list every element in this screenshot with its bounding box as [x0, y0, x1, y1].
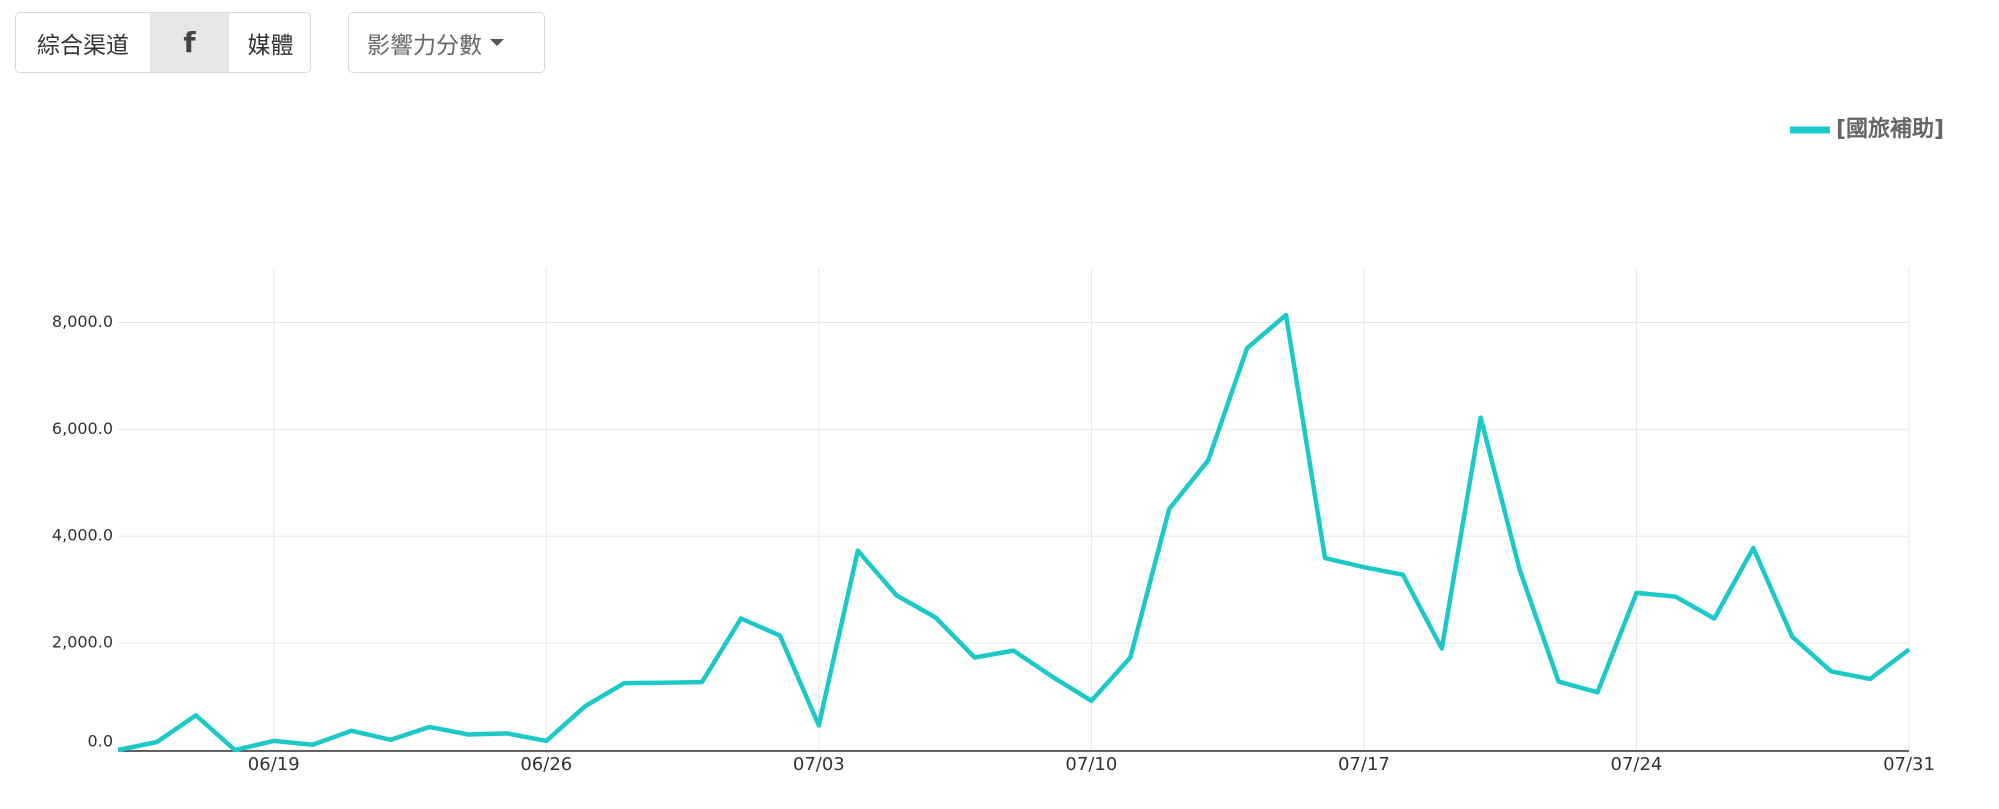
dropdown[interactable]: 影響力分數: [348, 12, 545, 73]
y-tick-label: 8,000.0: [52, 312, 113, 331]
x-tick-label: 06/19: [248, 754, 300, 775]
x-tick-label: 07/24: [1611, 754, 1663, 775]
tab[interactable]: 綜合渠道: [37, 32, 129, 59]
channel-tabs: 綜合渠道 f 媒體: [15, 12, 311, 73]
y-tick-label: 6,000.0: [52, 419, 113, 438]
x-tick-label: 06/26: [520, 754, 572, 775]
x-tick-label: 07/03: [793, 754, 845, 775]
x-tick-label: 07/10: [1065, 754, 1117, 775]
dropdown-label: 影響力分數: [367, 32, 482, 59]
caret: [490, 39, 504, 46]
y-tick-label: 2,000.0: [52, 633, 113, 652]
y-tick-label: 0.0: [88, 732, 113, 751]
x-tick-label: 07/31: [1883, 754, 1935, 775]
y-tick-label: 4,000.0: [52, 526, 113, 545]
legend-label: [國旅補助]: [1836, 116, 1944, 142]
x-tick-label: 07/17: [1338, 754, 1390, 775]
tab[interactable]: 媒體: [247, 32, 294, 59]
tab[interactable]: f: [150, 13, 229, 72]
line: [117, 312, 1911, 753]
